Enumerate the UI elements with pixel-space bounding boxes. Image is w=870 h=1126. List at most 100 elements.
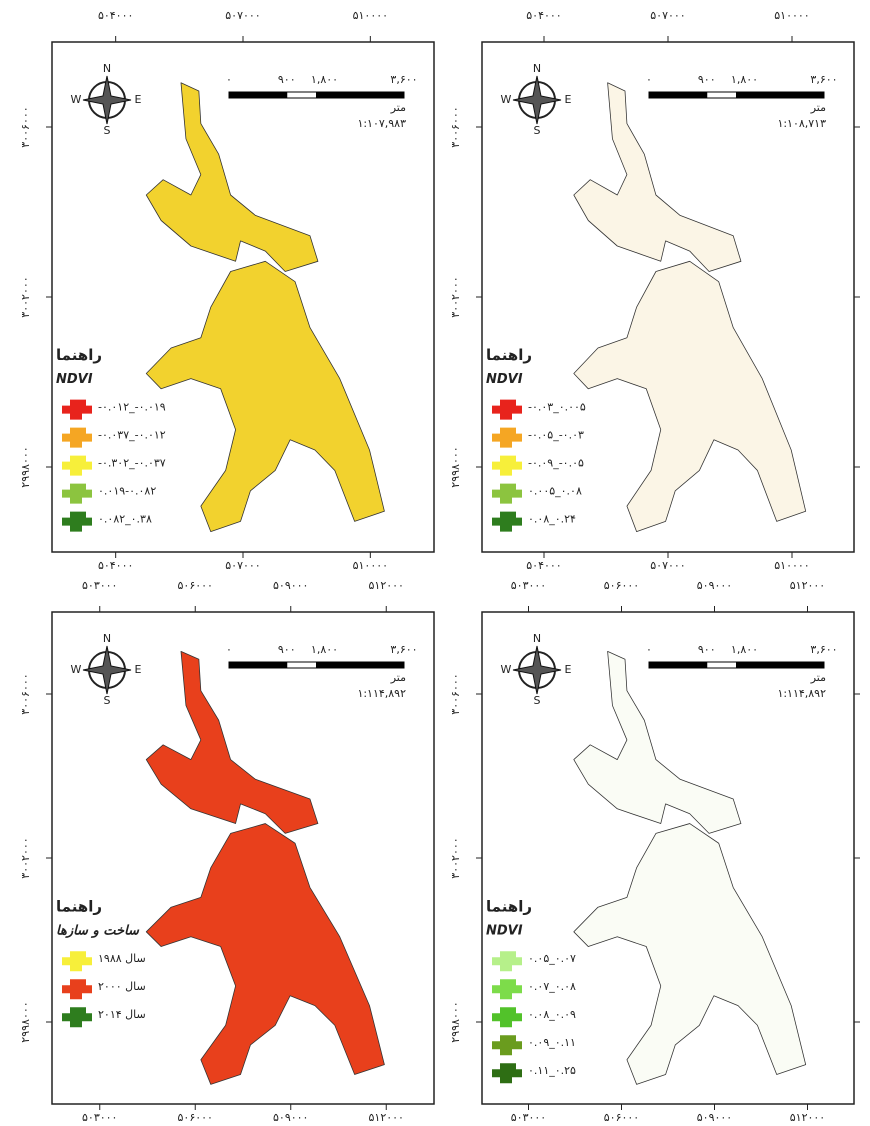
- legend-swatch: [62, 455, 92, 476]
- y-coordinate-label: ۲۹۹۸۰۰۰: [19, 1001, 32, 1042]
- y-coordinate-label: ۲۹۹۸۰۰۰: [449, 446, 462, 487]
- scale-segment: [648, 661, 708, 669]
- scale-ratio: ۱:۱۱۴,۸۹۲: [777, 687, 826, 700]
- scale-label: ۳,۶۰۰: [810, 73, 837, 86]
- compass-letter: N: [103, 62, 111, 75]
- legend-swatch: [62, 951, 92, 972]
- legend-swatch: [62, 511, 92, 532]
- x-coordinate-label: ۵۰۴۰۰۰: [526, 9, 561, 22]
- scale-label: ۳,۶۰۰: [390, 643, 417, 656]
- legend-swatch: [492, 951, 522, 972]
- legend-swatch: [62, 1007, 92, 1028]
- map-panel: ۵۰۳۰۰۰ ۵۰۶۰۰۰ ۵۰۹۰۰۰ ۵۱۲۰۰۰ ۵۰۳۰۰۰ ۵۰۶۰۰۰ ۵۰۹۰…: [449, 579, 870, 1124]
- compass-letter: E: [565, 93, 572, 106]
- scale-segment: [316, 661, 405, 669]
- x-coordinate-label: ۵۱۲۰۰۰: [369, 1111, 404, 1124]
- scale-label: ۱,۸۰۰: [311, 73, 338, 86]
- map-body: [145, 82, 385, 533]
- y-coordinate-label: ۲۹۹۸۰۰۰: [449, 1001, 462, 1042]
- scale-segment: [648, 91, 708, 99]
- compass-letter: E: [135, 663, 142, 676]
- map-panel: ۵۰۳۰۰۰ ۵۰۶۰۰۰ ۵۰۹۰۰۰ ۵۱۲۰۰۰ ۵۰۳۰۰۰ ۵۰۶۰۰۰ ۵۰۹۰…: [19, 579, 435, 1124]
- compass-star: [82, 645, 132, 695]
- scale-segment: [286, 91, 317, 99]
- x-coordinate-label: ۵۰۳۰۰۰: [511, 1111, 546, 1124]
- legend-swatch: [62, 979, 92, 1000]
- legend-label: -۰.۰۳_۰.۰۰۵: [528, 401, 586, 414]
- x-coordinate-label: ۵۱۰۰۰۰: [353, 559, 388, 572]
- map-body: [573, 82, 807, 533]
- scale-segment: [316, 91, 405, 99]
- legend-subtitle: ساخت و سازها: [56, 924, 140, 939]
- legend-swatch: [62, 483, 92, 504]
- legend-swatch: [492, 399, 522, 420]
- scale-label: ۰: [646, 73, 652, 86]
- scale-segment: [736, 661, 825, 669]
- x-coordinate-label: ۵۰۳۰۰۰: [82, 1111, 117, 1124]
- compass-letter: N: [103, 632, 111, 645]
- legend-label: -۰.۰۳۷_-۰.۰۱۲: [98, 429, 166, 442]
- x-coordinate-label: ۵۰۹۰۰۰: [697, 1111, 732, 1124]
- compass-letter: W: [501, 93, 512, 106]
- compass-letter: S: [104, 124, 111, 137]
- x-coordinate-label: ۵۰۹۰۰۰: [273, 1111, 308, 1124]
- legend-swatch: [62, 399, 92, 420]
- y-coordinate-label: ۳۰۰۲۰۰۰: [449, 276, 462, 317]
- legend-label: ۰.۰۱۹-۰.۰۸۲: [98, 485, 156, 498]
- legend-swatch: [492, 1007, 522, 1028]
- y-coordinate-label: ۳۰۰۶۰۰۰: [19, 673, 32, 714]
- y-coordinate-label: ۳۰۰۲۰۰۰: [449, 837, 462, 878]
- compass-star: [512, 75, 562, 125]
- x-coordinate-label: ۵۰۹۰۰۰: [273, 579, 308, 592]
- scale-label: ۹۰۰: [698, 643, 716, 656]
- x-coordinate-label: ۵۰۶۰۰۰: [178, 1111, 213, 1124]
- scale-label: ۳,۶۰۰: [390, 73, 417, 86]
- scale-segment: [228, 91, 288, 99]
- compass-letter: N: [533, 632, 541, 645]
- map-panel: ۵۰۴۰۰۰ ۵۰۷۰۰۰ ۵۱۰۰۰۰ ۵۰۴۰۰۰ ۵۰۷۰۰۰ ۵۱۰۰۰۰ ۳۰۰۶…: [449, 9, 870, 572]
- x-coordinate-label: ۵۱۰۰۰۰: [774, 559, 809, 572]
- y-coordinate-label: ۳۰۰۶۰۰۰: [449, 673, 462, 714]
- legend-swatch: [492, 427, 522, 448]
- x-coordinate-label: ۵۰۴۰۰۰: [98, 559, 133, 572]
- scale-ratio: ۱:۱۰۸,۷۱۳: [777, 117, 826, 130]
- map-body: [573, 650, 807, 1085]
- city-boundary: [145, 650, 385, 1085]
- x-coordinate-label: ۵۰۷۰۰۰: [225, 559, 260, 572]
- legend-label: سال ۲۰۰۰: [98, 980, 146, 993]
- scale-segment: [228, 661, 288, 669]
- scale-ratio: ۱:۱۱۴,۸۹۲: [357, 687, 406, 700]
- legend-swatch: [492, 1063, 522, 1084]
- compass-letter: N: [533, 62, 541, 75]
- legend-title: راهنما: [486, 346, 532, 364]
- legend-subtitle: NDVI: [56, 372, 93, 387]
- scale-label: ۰: [226, 643, 232, 656]
- compass-letter: E: [565, 663, 572, 676]
- scale-unit: متر: [810, 671, 826, 684]
- x-coordinate-label: ۵۰۴۰۰۰: [98, 9, 133, 22]
- scale-segment: [736, 91, 825, 99]
- scale-segment: [286, 661, 317, 669]
- legend-subtitle: NDVI: [486, 924, 523, 939]
- x-coordinate-label: ۵۰۴۰۰۰: [526, 559, 561, 572]
- legend-swatch: [492, 483, 522, 504]
- x-coordinate-label: ۵۱۲۰۰۰: [790, 579, 825, 592]
- x-coordinate-label: ۵۰۷۰۰۰: [650, 9, 685, 22]
- legend-label: ۰.۰۸۲_۰.۳۸: [98, 513, 152, 526]
- x-coordinate-label: ۵۰۷۰۰۰: [650, 559, 685, 572]
- legend-title: راهنما: [486, 898, 532, 916]
- map-body: [145, 650, 385, 1085]
- compass-letter: W: [71, 93, 82, 106]
- x-coordinate-label: ۵۰۳۰۰۰: [82, 579, 117, 592]
- x-coordinate-label: ۵۱۰۰۰۰: [353, 9, 388, 22]
- legend-label: -۰.۰۵_-۰.۰۳: [528, 429, 584, 442]
- legend-swatch: [492, 1035, 522, 1056]
- compass-letter: W: [501, 663, 512, 676]
- map-panel: ۵۰۴۰۰۰ ۵۰۷۰۰۰ ۵۱۰۰۰۰ ۵۰۴۰۰۰ ۵۰۷۰۰۰ ۵۱۰۰۰۰ ۳۰۰۶…: [19, 9, 435, 572]
- y-coordinate-label: ۳۰۰۶۰۰۰: [449, 106, 462, 147]
- x-coordinate-label: ۵۰۷۰۰۰: [225, 9, 260, 22]
- x-coordinate-label: ۵۱۲۰۰۰: [369, 579, 404, 592]
- y-coordinate-label: ۳۰۰۲۰۰۰: [19, 837, 32, 878]
- compass-letter: S: [534, 694, 541, 707]
- scale-unit: متر: [810, 101, 826, 114]
